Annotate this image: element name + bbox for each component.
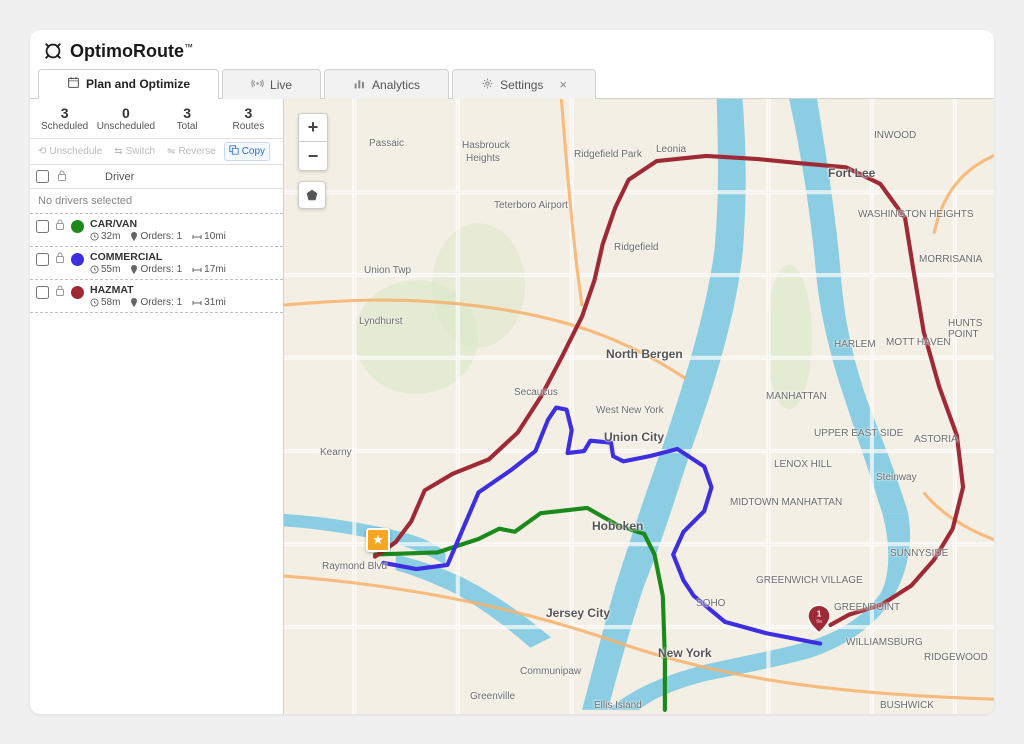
lock-icon <box>55 219 65 233</box>
route-orders: Orders: 1 <box>130 297 182 308</box>
copy-icon <box>229 145 239 158</box>
map-area[interactable]: + − ★ 1Sa PassaicHasbrouckHeightsRidgefi… <box>284 99 994 714</box>
logo-row: OptimoRoute™ <box>30 30 994 68</box>
broadcast-icon <box>251 77 264 93</box>
route-name: COMMERCIAL <box>90 251 277 263</box>
tab-live[interactable]: Live <box>222 69 321 99</box>
lock-icon <box>55 285 65 299</box>
route-row[interactable]: COMMERCIAL 55m Orders: 1 17mi <box>30 247 283 280</box>
stat-total: 3 Total <box>157 105 218 132</box>
route-orders: Orders: 1 <box>130 231 182 242</box>
route-name: CAR/VAN <box>90 218 277 230</box>
close-icon[interactable]: × <box>559 77 567 92</box>
route-color-dot <box>71 253 84 266</box>
tab-settings[interactable]: Settings × <box>452 69 596 99</box>
unschedule-button: ⟲ Unschedule <box>34 144 106 159</box>
tab-label: Analytics <box>372 78 420 92</box>
route-time: 58m <box>90 297 120 308</box>
reverse-icon: ⇋ <box>167 146 175 157</box>
bars-icon <box>353 77 366 93</box>
polygon-tool-button[interactable] <box>298 181 326 209</box>
route-row[interactable]: HAZMAT 58m Orders: 1 31mi <box>30 280 283 313</box>
tab-label: Plan and Optimize <box>86 77 190 91</box>
app-frame: OptimoRoute™ Plan and Optimize Live Anal… <box>30 30 994 714</box>
stop-marker-1[interactable]: 1Sa <box>807 607 831 631</box>
map-canvas[interactable] <box>284 99 994 714</box>
tabs: Plan and Optimize Live Analytics Setting… <box>30 68 994 99</box>
route-checkbox[interactable] <box>36 220 49 233</box>
route-checkbox[interactable] <box>36 286 49 299</box>
logo-text: OptimoRoute™ <box>70 41 193 62</box>
lock-icon <box>55 252 65 266</box>
depot-marker[interactable]: ★ <box>366 528 390 552</box>
switch-icon: ⇆ <box>114 146 122 157</box>
zoom-in-button[interactable]: + <box>299 114 327 142</box>
route-distance: 10mi <box>192 231 226 242</box>
no-selection-text: No drivers selected <box>30 189 283 214</box>
gear-icon <box>481 77 494 93</box>
route-time: 55m <box>90 264 120 275</box>
routes-list: CAR/VAN 32m Orders: 1 10mi COMMERCIAL 55… <box>30 214 283 313</box>
route-row[interactable]: CAR/VAN 32m Orders: 1 10mi <box>30 214 283 247</box>
route-distance: 17mi <box>192 264 226 275</box>
logo-icon <box>42 40 64 62</box>
copy-button[interactable]: Copy <box>224 142 270 161</box>
route-distance: 31mi <box>192 297 226 308</box>
map-controls: + − <box>298 113 328 209</box>
refresh-icon: ⟲ <box>38 146 46 157</box>
stat-unscheduled: 0 Unscheduled <box>95 105 156 132</box>
calendar-icon <box>67 76 80 92</box>
driver-column-label: Driver <box>105 171 134 183</box>
route-color-dot <box>71 220 84 233</box>
tab-analytics[interactable]: Analytics <box>324 69 449 99</box>
zoom-controls: + − <box>298 113 328 171</box>
lock-icon <box>57 170 67 184</box>
stat-scheduled: 3 Scheduled <box>34 105 95 132</box>
tab-label: Settings <box>500 78 543 92</box>
stats-row: 3 Scheduled 0 Unscheduled 3 Total 3 Rout… <box>30 99 283 139</box>
route-color-dot <box>71 286 84 299</box>
route-checkbox[interactable] <box>36 253 49 266</box>
action-row: ⟲ Unschedule ⇆ Switch ⇋ Reverse Copy <box>30 139 283 165</box>
reverse-button: ⇋ Reverse <box>163 144 220 159</box>
tab-plan-optimize[interactable]: Plan and Optimize <box>38 69 219 99</box>
tab-label: Live <box>270 78 292 92</box>
zoom-out-button[interactable]: − <box>299 142 327 170</box>
switch-button: ⇆ Switch <box>110 144 159 159</box>
svg-text:1: 1 <box>817 609 822 618</box>
sidebar: 3 Scheduled 0 Unscheduled 3 Total 3 Rout… <box>30 99 284 714</box>
main-row: 3 Scheduled 0 Unscheduled 3 Total 3 Rout… <box>30 99 994 714</box>
svg-text:Sa: Sa <box>816 618 822 623</box>
route-name: HAZMAT <box>90 284 277 296</box>
select-all-checkbox[interactable] <box>36 170 49 183</box>
route-time: 32m <box>90 231 120 242</box>
stat-routes: 3 Routes <box>218 105 279 132</box>
list-header: Driver <box>30 165 283 189</box>
route-orders: Orders: 1 <box>130 264 182 275</box>
